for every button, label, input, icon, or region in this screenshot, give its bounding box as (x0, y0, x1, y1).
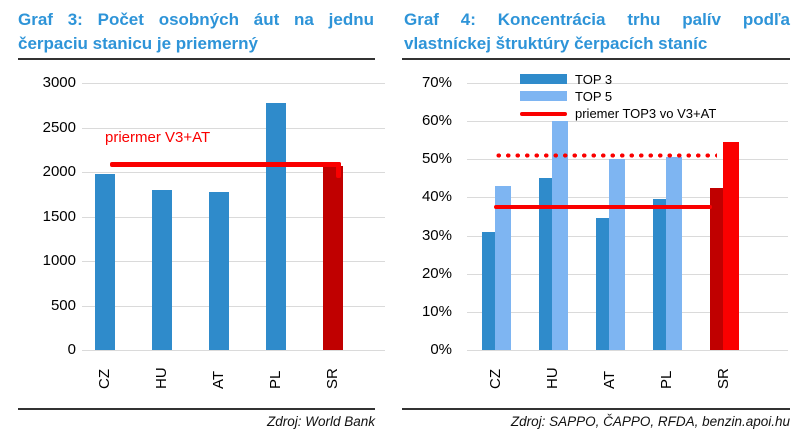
gridline-2000 (82, 172, 385, 173)
legend-label-top-5: TOP 5 (575, 89, 613, 104)
graf4-title: Graf 4: Koncentrácia trhu palív podľa vl… (404, 8, 790, 56)
x-label-at: AT (601, 370, 618, 389)
ref-line-elbow (336, 161, 341, 178)
graf3-panel: Graf 3: Počet osobných áut na jednu čerp… (10, 5, 385, 445)
x-label-cz: CZ (487, 369, 504, 389)
graf3-bottom-rule (18, 408, 375, 410)
graf3-title-rule (18, 58, 375, 60)
y-tick-label-20: 20% (421, 264, 452, 282)
legend-swatch-top-5 (520, 91, 567, 101)
ref-line-solid (494, 204, 712, 209)
ref-line-annotation: priermer V3+AT (105, 129, 211, 146)
x-label-cz: CZ (96, 369, 114, 389)
gridline-0 (82, 350, 385, 351)
graf3-chart: 0 500 1000 1500 2000 2500 3000 CZ HU AT PL SR prierm… (10, 5, 385, 445)
bar-at-top5 (609, 159, 625, 350)
gridline-20 (467, 273, 788, 275)
y-tick-label-2000: 2000 (42, 163, 76, 180)
gridline-40 (467, 197, 788, 199)
y-tick-label-30: 30% (421, 226, 452, 244)
bar-sr-top3 (710, 187, 726, 350)
bar-hu-values (152, 189, 173, 350)
gridline-10 (467, 311, 788, 313)
gridline-0 (467, 350, 788, 351)
bar-cz-top3 (482, 231, 498, 350)
bar-cz-top5 (495, 185, 511, 350)
graf4-chart: 0% 10% 20% 30% 40% 50% 60% 70% CZ HU AT PL SR TOP 3 TO… (398, 5, 794, 445)
y-tick-label-1500: 1500 (42, 207, 76, 225)
bar-sr-top5 (723, 142, 739, 350)
bar-at-values (209, 192, 229, 350)
gridline-1500 (82, 216, 385, 218)
y-tick-label-1000: 1000 (42, 252, 76, 269)
legend-swatch-top-3 (520, 74, 567, 84)
bar-hu-top5 (552, 121, 568, 350)
bar-hu-top3 (539, 178, 555, 350)
y-tick-label-0: 0% (430, 341, 452, 358)
y-tick-label-0: 0 (67, 341, 76, 358)
legend-swatch-priemer-top3-vo-v3+at-line (520, 112, 567, 116)
graf3-title: Graf 3: Počet osobných áut na jednu čerp… (18, 8, 374, 56)
gridline-60 (467, 121, 788, 123)
graf4-source: Zdroj: SAPPO, ČAPPO, RFDA, benzin.apoi.h… (510, 414, 790, 429)
y-tick-label-10: 10% (421, 302, 452, 320)
y-tick-label-3000: 3000 (42, 74, 76, 91)
gridline-30 (467, 235, 788, 237)
gridline-70 (467, 83, 788, 84)
graf4-panel: Graf 4: Koncentrácia trhu palív podľa vl… (398, 5, 794, 445)
bar-pl-top3 (653, 199, 669, 350)
gridline-500 (82, 305, 385, 307)
graf4-title-rule (402, 58, 790, 60)
gridline-3000 (82, 83, 385, 84)
ref-line-dotted (494, 152, 717, 158)
bar-pl-top5 (666, 157, 682, 350)
y-tick-label-70: 70% (421, 74, 452, 91)
gridline-50 (467, 159, 788, 161)
x-label-sr: SR (323, 368, 341, 389)
y-tick-label-40: 40% (421, 188, 452, 206)
graf4-title-line2: vlastníckej štruktúry čerpacích staníc (404, 34, 708, 53)
bar-cz-values (95, 174, 116, 350)
graf4-bottom-rule (402, 408, 790, 410)
gridline-1000 (82, 261, 385, 262)
bar-pl-values (265, 102, 286, 350)
y-tick-label-50: 50% (421, 150, 452, 168)
bar-sr-values (322, 165, 343, 350)
graf3-source: Zdroj: World Bank (266, 414, 375, 429)
y-tick-label-500: 500 (50, 296, 76, 314)
y-tick-label-2500: 2500 (42, 118, 76, 136)
x-label-sr: SR (715, 368, 732, 389)
y-tick-label-60: 60% (421, 112, 452, 130)
bar-at-top3 (596, 218, 612, 350)
gridline-2500 (82, 127, 385, 129)
graf3-title-line2: čerpaciu stanicu je priemerný (18, 34, 258, 53)
x-label-pl: PL (266, 370, 284, 389)
legend-label-priemer-top3-vo-v3+at: priemer TOP3 vo V3+AT (575, 106, 717, 121)
graf3-title-line1: Graf 3: Počet osobných áut na jednu (18, 10, 374, 29)
x-label-hu: HU (544, 367, 561, 389)
graf4-title-line1: Graf 4: Koncentrácia trhu palív podľa (404, 10, 790, 29)
legend-label-top-3: TOP 3 (575, 72, 613, 87)
x-label-hu: HU (153, 367, 171, 389)
x-label-pl: PL (658, 370, 675, 389)
ref-line-solid (110, 161, 341, 167)
x-label-at: AT (210, 370, 227, 389)
